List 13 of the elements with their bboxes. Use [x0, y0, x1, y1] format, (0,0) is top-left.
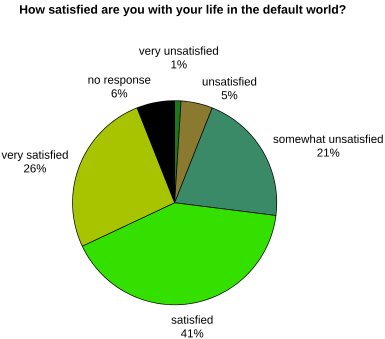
slice-label: satisfied [171, 315, 213, 324]
data-label: 5% [222, 91, 238, 100]
chart-title: How satisfied are you with your life in the default world? [20, 4, 346, 16]
data-label: 41% [180, 329, 204, 338]
data-label: 21% [317, 148, 340, 157]
data-label: 1% [171, 60, 187, 68]
data-label: 6% [112, 89, 128, 98]
slice-label: very satisfied [1, 150, 68, 162]
slice-label: very unsatisfied [138, 46, 218, 58]
data-label: 26% [24, 164, 46, 173]
slice-label: somewhat unsatisfied [273, 134, 383, 144]
slice-label: no response [88, 78, 150, 86]
slice-label: unsatisfied [202, 77, 256, 86]
